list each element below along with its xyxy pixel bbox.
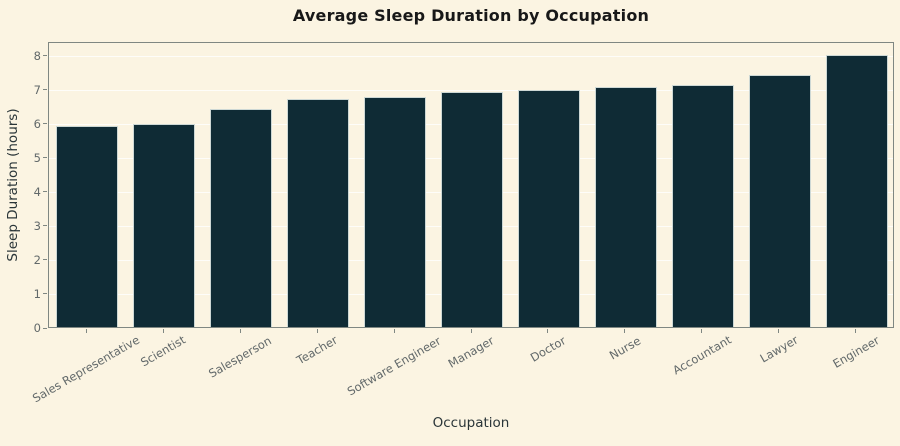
bar: [287, 99, 350, 327]
y-tick-label: 2: [33, 252, 41, 267]
x-tick-mark: [162, 329, 164, 333]
x-tick-mark: [85, 329, 87, 333]
bar: [748, 74, 811, 327]
y-tick-mark: [43, 259, 47, 261]
bar: [671, 84, 734, 327]
y-tick-label: 8: [33, 48, 41, 63]
x-tick-label: Lawyer: [757, 332, 801, 366]
y-tick-label: 5: [33, 150, 41, 165]
y-tick-mark: [43, 157, 47, 159]
bar: [441, 92, 503, 327]
x-tick-mark: [701, 329, 703, 333]
bar: [133, 123, 196, 327]
bar: [364, 97, 427, 327]
y-tick-label: 3: [33, 218, 41, 233]
x-tick-label: Salesperson: [206, 332, 275, 381]
bar: [517, 89, 580, 327]
gridline: [49, 90, 893, 92]
plot-area: [48, 42, 894, 328]
x-tick-mark: [239, 329, 241, 333]
x-tick-mark: [547, 329, 549, 333]
x-tick-label: Software Engineer: [344, 333, 444, 398]
bar: [56, 126, 119, 327]
x-tick-label: Manager: [445, 332, 497, 371]
bar: [825, 54, 888, 327]
y-tick-mark: [43, 123, 47, 125]
gridline: [49, 56, 893, 58]
bar: [210, 109, 273, 327]
chart-title: Average Sleep Duration by Occupation: [292, 6, 650, 25]
y-tick-mark: [43, 293, 47, 295]
x-tick-mark: [470, 329, 472, 333]
y-tick-mark: [43, 225, 47, 227]
y-tick-mark: [43, 191, 47, 193]
x-tick-label: Teacher: [294, 333, 340, 368]
bar: [594, 86, 657, 327]
y-tick-label: 4: [33, 184, 41, 199]
x-axis-label: Occupation: [432, 415, 510, 431]
x-tick-mark: [778, 329, 780, 333]
x-tick-mark: [316, 329, 318, 333]
x-tick-label: Sales Representative: [30, 332, 143, 406]
x-tick-mark: [393, 329, 395, 333]
y-tick-label: 0: [33, 321, 41, 335]
x-tick-label: Engineer: [829, 332, 882, 371]
x-tick-label: Doctor: [527, 333, 569, 365]
x-tick-mark: [624, 329, 626, 333]
y-tick-label: 6: [33, 116, 41, 131]
x-tick-label: Nurse: [606, 333, 643, 362]
y-tick-mark: [43, 55, 47, 57]
x-tick-label: Scientist: [138, 332, 189, 370]
x-tick-mark: [855, 329, 857, 333]
y-tick-mark: [43, 327, 47, 329]
y-tick-label: 1: [33, 286, 41, 301]
y-tick-label: 7: [33, 82, 41, 97]
x-tick-label: Accountant: [669, 332, 734, 378]
y-tick-mark: [43, 89, 47, 91]
